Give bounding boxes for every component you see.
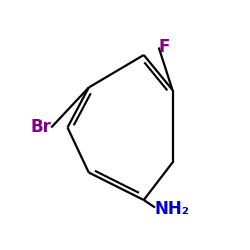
Text: F: F (159, 38, 170, 56)
Text: Br: Br (30, 118, 51, 136)
Text: NH₂: NH₂ (155, 200, 190, 218)
